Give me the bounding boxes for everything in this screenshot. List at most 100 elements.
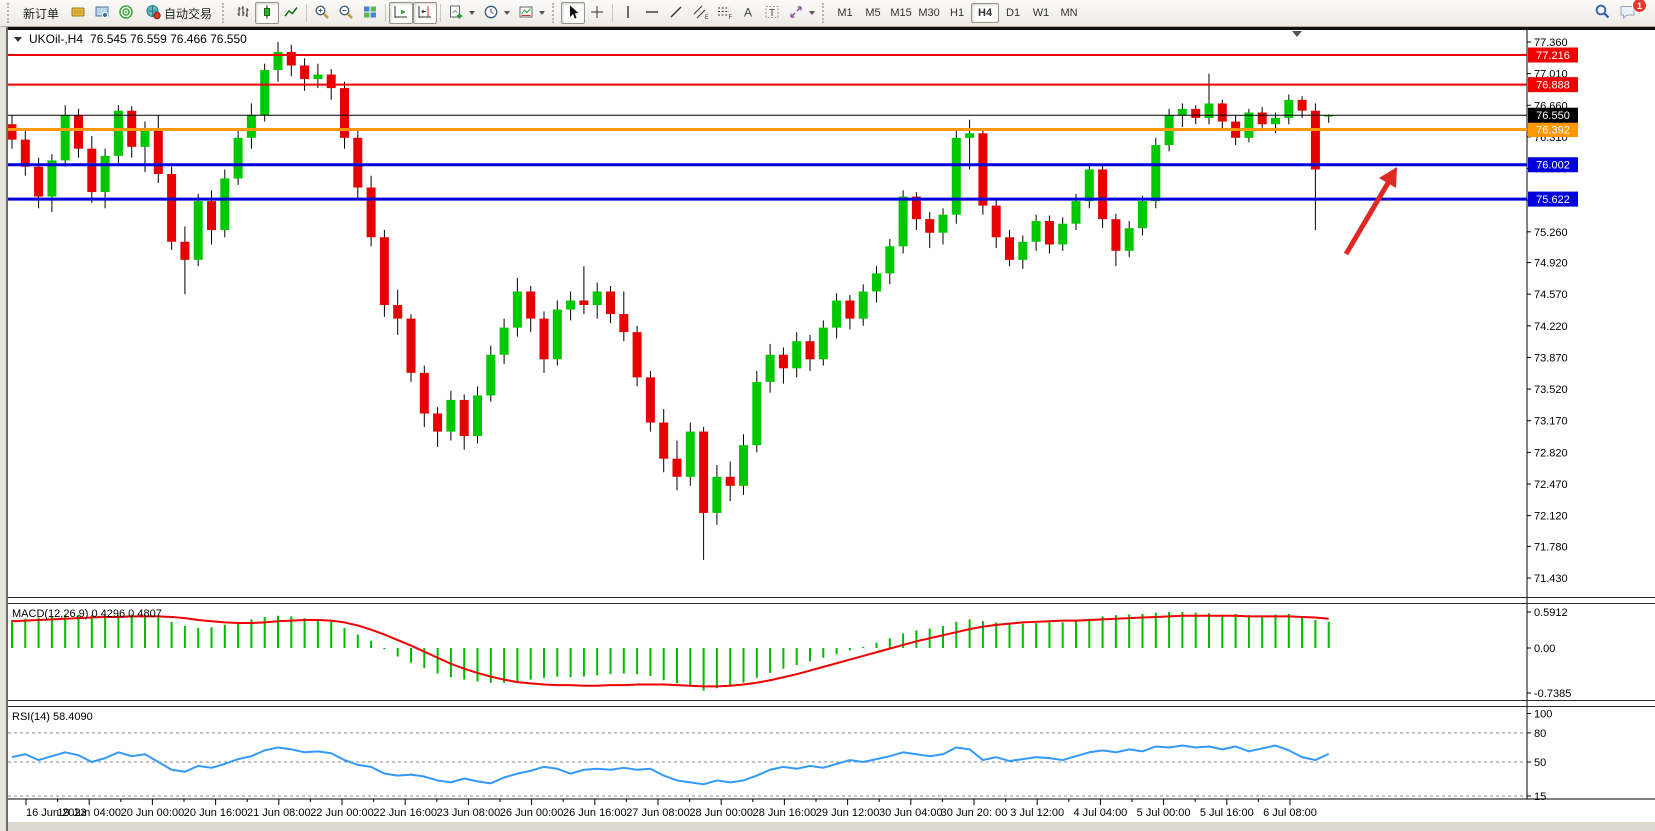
new-order-button[interactable]: 新订单 — [16, 2, 66, 24]
left-gutter — [0, 27, 8, 831]
candle — [619, 314, 629, 333]
auto-trading-label: 自动交易 — [164, 6, 213, 21]
candle — [1018, 241, 1028, 260]
toolbar-separator — [306, 4, 308, 22]
candle — [473, 395, 482, 437]
zoom-out-button[interactable] — [334, 2, 358, 24]
y-axis-label: 73.870 — [1534, 352, 1568, 364]
candle — [207, 201, 216, 231]
timeframe-w1[interactable]: W1 — [1032, 7, 1050, 19]
candle — [459, 399, 469, 437]
horizontal-line-tool-button[interactable] — [640, 2, 664, 24]
timeframe-m1[interactable]: M1 — [837, 7, 853, 19]
candle — [433, 413, 443, 432]
x-axis-label: 20 Jun 16:00 — [184, 807, 248, 819]
terminal-button[interactable] — [66, 2, 90, 24]
price-chart-canvas[interactable]: 77.36077.01076.66076.31075.96075.61075.2… — [0, 27, 1655, 831]
y-axis-label: 72.120 — [1534, 511, 1568, 523]
timeframe-m30[interactable]: M30 — [918, 7, 940, 19]
candle — [167, 173, 177, 242]
crosshair-tool-button[interactable] — [585, 2, 609, 24]
arrows-tool-button[interactable] — [784, 2, 819, 24]
chart-ohlc-values: 76.545 76.559 76.466 76.550 — [90, 32, 247, 46]
template-icon — [518, 4, 534, 23]
vertical-line-tool-button[interactable] — [616, 2, 640, 24]
timeframe-m15[interactable]: M15 — [890, 7, 912, 19]
trendline-tool-button[interactable] — [664, 2, 688, 24]
dropdown-caret-icon — [809, 11, 816, 15]
zoom-out-icon — [338, 4, 354, 23]
rsi-indicator-label: RSI(14) 58.4090 — [12, 711, 93, 723]
candle — [1191, 108, 1201, 118]
chart-background — [0, 27, 1655, 831]
svg-text:T: T — [769, 8, 775, 19]
candle — [60, 115, 70, 161]
signals-button[interactable] — [114, 2, 138, 24]
bar-chart-button[interactable] — [231, 2, 255, 24]
candle — [872, 273, 881, 292]
cursor-tool-button[interactable] — [561, 2, 586, 24]
timeframe-mn[interactable]: MN — [1060, 7, 1078, 19]
rsi-axis-label: 80 — [1534, 728, 1546, 740]
vertical-line-icon — [620, 4, 636, 23]
zoom-in-button[interactable] — [310, 2, 334, 24]
chat-button[interactable]: 1 — [1615, 0, 1647, 24]
price-tag-label: 77.216 — [1536, 50, 1570, 62]
candle — [1098, 169, 1108, 220]
template-button[interactable] — [514, 2, 549, 24]
candle — [1324, 115, 1334, 117]
candle — [685, 431, 695, 477]
price-tag — [1528, 107, 1578, 123]
candle — [87, 148, 97, 193]
candle — [1284, 99, 1294, 118]
timeframe-h1[interactable]: H1 — [950, 7, 965, 19]
auto-trading-icon — [145, 4, 161, 23]
channel-tool-button[interactable]: E — [688, 2, 712, 24]
y-axis-label: 72.820 — [1534, 447, 1568, 459]
fibonacci-icon: F — [716, 4, 733, 23]
toolbar-grip[interactable] — [822, 3, 828, 23]
chart-menu-icon[interactable] — [14, 36, 22, 42]
candle — [286, 51, 296, 66]
search-button[interactable] — [1590, 2, 1615, 24]
text-tool-button[interactable]: A — [736, 2, 760, 24]
candle — [858, 291, 868, 319]
auto-trading-button[interactable]: 自动交易 — [138, 2, 219, 24]
x-axis-label: 23 Jun 08:00 — [437, 807, 501, 819]
timeframe-d1[interactable]: D1 — [1006, 7, 1021, 19]
candle — [1310, 110, 1320, 170]
candle — [1124, 228, 1134, 251]
x-axis-label: 22 Jun 00:00 — [310, 807, 374, 819]
text-label-icon: T — [764, 4, 780, 23]
candle — [632, 332, 642, 378]
toolbar-grip[interactable] — [7, 3, 13, 23]
tester-button[interactable] — [90, 2, 114, 24]
fibonacci-tool-button[interactable]: F — [712, 2, 736, 24]
candle — [20, 139, 30, 167]
candlestick-chart-button[interactable] — [255, 2, 280, 24]
new-chart-button[interactable] — [444, 2, 479, 24]
toolbar-grip[interactable] — [552, 3, 558, 23]
label-tool-button[interactable]: T — [760, 2, 784, 24]
candle — [1244, 112, 1254, 138]
candle — [951, 137, 961, 215]
x-axis-label: 26 Jun 16:00 — [563, 807, 627, 819]
period-button[interactable] — [479, 2, 514, 24]
x-axis-label: 20 Jun 00:00 — [121, 807, 185, 819]
price-tag-label: 76.550 — [1536, 110, 1570, 122]
clock-icon — [483, 4, 499, 23]
timeframe-h4[interactable]: H4 — [971, 3, 1000, 23]
candle — [592, 291, 602, 306]
new-chart-icon — [448, 4, 464, 23]
trend-arrow-head — [1379, 167, 1397, 188]
toolbar-grip[interactable] — [222, 3, 228, 23]
auto-scroll-button[interactable] — [389, 2, 414, 24]
tile-windows-button[interactable] — [358, 2, 382, 24]
timeframe-m5[interactable]: M5 — [865, 7, 881, 19]
y-axis-label: 73.520 — [1534, 384, 1568, 396]
candle — [1297, 99, 1307, 111]
chart-shift-button[interactable] — [413, 2, 438, 24]
line-chart-button[interactable] — [279, 2, 303, 24]
terminal-icon — [70, 4, 86, 23]
candle — [552, 309, 562, 360]
